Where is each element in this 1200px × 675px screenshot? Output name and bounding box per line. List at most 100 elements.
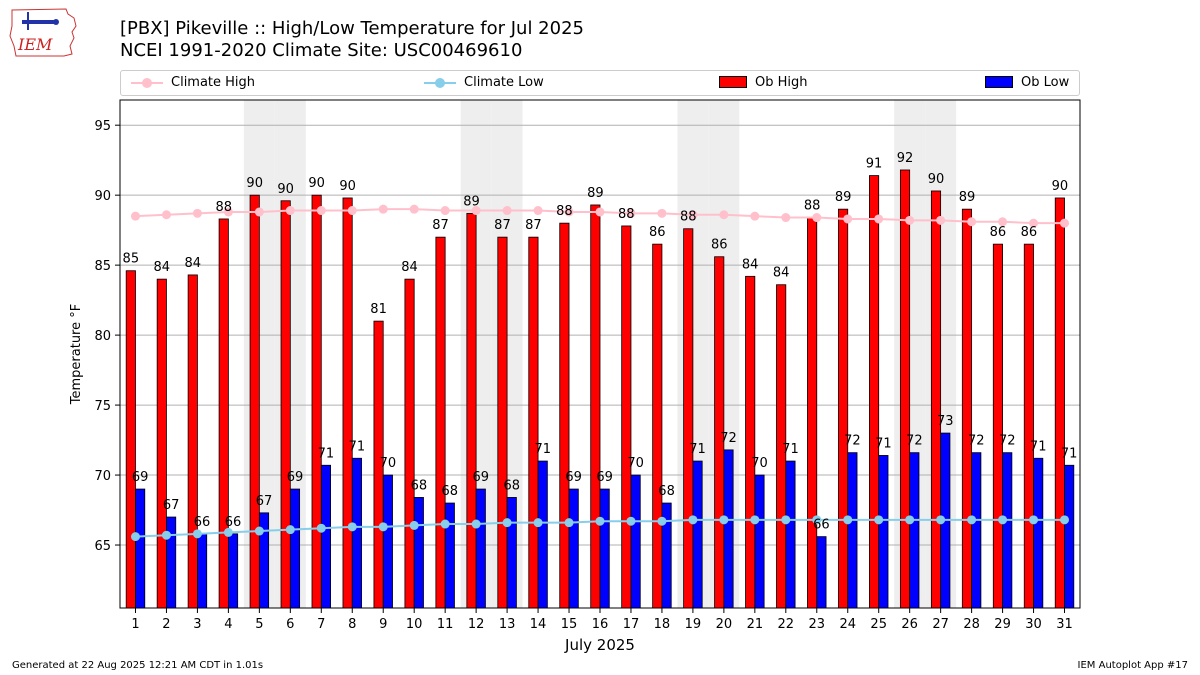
weekend-shade-day-26 xyxy=(894,100,926,608)
x-tick-label-20: 20 xyxy=(716,617,733,632)
ob-low-bar-25 xyxy=(878,455,889,609)
x-tick-label-31: 31 xyxy=(1056,617,1073,632)
ob-high-label-5: 90 xyxy=(246,176,263,191)
x-tick-label-9: 9 xyxy=(379,617,387,632)
ob-low-bar-18 xyxy=(661,502,672,609)
climate-low-line xyxy=(135,518,1065,538)
iem-logo: IEM xyxy=(9,8,77,57)
ob-low-label-22: 71 xyxy=(782,442,799,457)
x-tick-label-18: 18 xyxy=(654,617,671,632)
ob-low-bar-16 xyxy=(599,488,610,609)
ob-high-bar-24 xyxy=(838,208,849,609)
ob-low-bar-12 xyxy=(475,488,486,609)
weekend-shade-day-19 xyxy=(677,100,709,608)
ob-low-label-25: 71 xyxy=(875,436,892,451)
ob-high-label-23: 88 xyxy=(804,199,821,214)
ob-low-label-3: 66 xyxy=(194,515,211,530)
ob-high-label-1: 85 xyxy=(123,252,140,267)
ob-high-label-29: 86 xyxy=(990,225,1007,240)
ob-high-label-27: 90 xyxy=(928,172,945,187)
x-axis-label: July 2025 xyxy=(564,636,635,654)
ob-high-label-4: 88 xyxy=(215,200,232,215)
y-tick-label-95: 95 xyxy=(94,119,111,134)
ob-low-label-30: 71 xyxy=(1030,439,1047,454)
ob-high-bar-18 xyxy=(652,243,663,609)
ob-low-label-5: 67 xyxy=(256,494,273,509)
ob-high-label-16: 89 xyxy=(587,186,604,201)
ob-low-bar-2 xyxy=(166,516,177,609)
climate-high-point-3 xyxy=(192,208,202,218)
ob-high-bar-16 xyxy=(590,204,601,609)
ob-low-bar-28 xyxy=(971,452,982,609)
x-tick-label-19: 19 xyxy=(685,617,702,632)
ob-high-bar-13 xyxy=(497,236,508,609)
ob-low-label-1: 69 xyxy=(132,470,149,485)
climate-high-point-17 xyxy=(626,208,636,218)
climate-high-point-14 xyxy=(533,206,543,216)
x-tick-label-25: 25 xyxy=(870,617,887,632)
ob-low-bar-3 xyxy=(197,533,208,609)
x-tick-label-22: 22 xyxy=(778,617,795,632)
legend-ob-low: Ob Low xyxy=(985,74,1069,92)
ob-low-bar-14 xyxy=(537,460,548,609)
climate-low-point-22 xyxy=(781,515,791,525)
ob-low-label-28: 72 xyxy=(968,434,985,449)
ob-high-bar-26 xyxy=(899,169,911,609)
ob-low-bar-27 xyxy=(940,432,951,609)
ob-high-label-13: 87 xyxy=(494,218,511,233)
ob-high-label-8: 90 xyxy=(339,179,356,194)
ob-high-bar-20 xyxy=(714,256,725,609)
climate-high-point-31 xyxy=(1060,218,1070,228)
ob-high-label-17: 88 xyxy=(618,207,635,222)
ob-high-label-7: 90 xyxy=(308,176,325,191)
x-tick-label-8: 8 xyxy=(348,617,356,632)
climate-high-point-19 xyxy=(688,210,698,220)
chart-title: [PBX] Pikeville :: High/Low Temperature … xyxy=(120,18,584,39)
x-tick-label-28: 28 xyxy=(963,617,980,632)
weekend-shade-day-13 xyxy=(491,100,523,608)
ob-low-bar-30 xyxy=(1033,457,1044,609)
ob-low-bar-31 xyxy=(1064,464,1075,609)
climate-high-point-27 xyxy=(936,215,946,225)
ob-high-bar-10 xyxy=(404,278,415,609)
ob-low-label-26: 72 xyxy=(906,434,923,449)
ob-high-bar-7 xyxy=(311,194,322,609)
ob-low-label-23: 66 xyxy=(813,518,830,533)
climate-high-point-8 xyxy=(347,206,357,216)
ob-low-bar-24 xyxy=(847,452,858,609)
climate-low-point-8 xyxy=(347,522,357,532)
x-tick-label-17: 17 xyxy=(623,617,640,632)
climate-low-point-25 xyxy=(874,515,884,525)
ob-low-label-29: 72 xyxy=(999,434,1016,449)
ob-low-bar-4 xyxy=(227,533,239,609)
weekend-shade-day-27 xyxy=(925,100,957,608)
ob-low-label-7: 71 xyxy=(318,446,335,461)
climate-low-point-14 xyxy=(533,518,543,528)
climate-low-point-19 xyxy=(688,515,698,525)
legend-ob-high: Ob High xyxy=(719,74,808,92)
ob-high-bar-9 xyxy=(373,320,384,609)
ob-high-bar-23 xyxy=(807,217,818,609)
logo-text: IEM xyxy=(17,35,53,54)
x-tick-label-24: 24 xyxy=(839,617,856,632)
ob-low-bar-20 xyxy=(723,449,734,609)
ob-low-label-27: 73 xyxy=(937,414,954,429)
legend-climate-low: Climate Low xyxy=(424,74,544,92)
x-tick-label-13: 13 xyxy=(499,617,516,632)
climate-low-point-16 xyxy=(595,516,605,526)
ob-low-label-16: 69 xyxy=(596,470,613,485)
climate-low-point-3 xyxy=(192,529,202,539)
climate-low-point-1 xyxy=(130,532,140,542)
ob-high-label-15: 88 xyxy=(556,204,573,219)
ob-low-label-6: 69 xyxy=(287,470,304,485)
x-tick-label-7: 7 xyxy=(317,617,325,632)
climate-low-swatch xyxy=(424,74,456,92)
climate-high-point-1 xyxy=(130,211,140,221)
climate-high-point-23 xyxy=(812,213,822,223)
ob-high-bar-1 xyxy=(125,270,136,609)
ob-high-label-14: 87 xyxy=(525,218,542,233)
ob-low-bar-1 xyxy=(135,488,146,609)
ob-high-label-18: 86 xyxy=(649,225,666,240)
plot-frame xyxy=(119,99,1081,609)
legend-ob-high-label: Ob High xyxy=(755,75,808,90)
